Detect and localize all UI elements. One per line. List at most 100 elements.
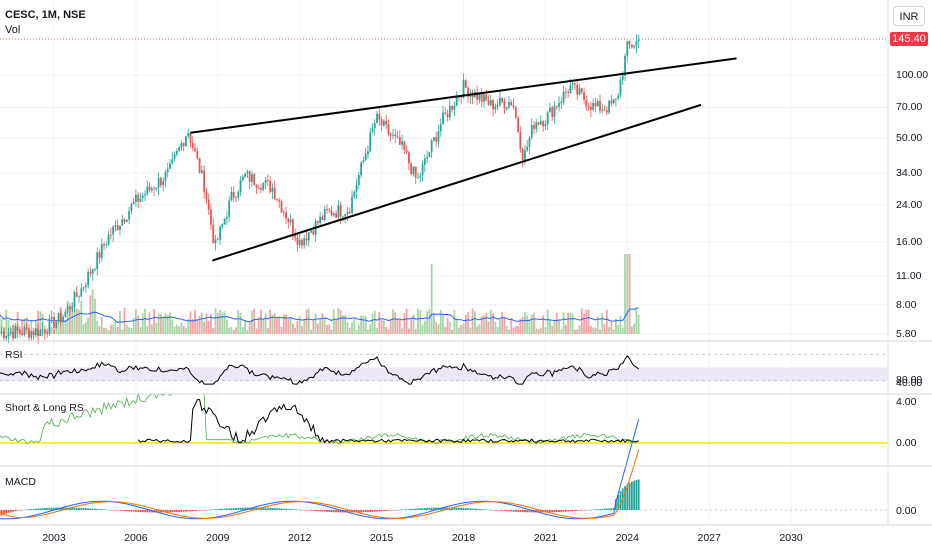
macd-histogram-bar	[478, 508, 481, 510]
volume-bar	[91, 289, 94, 334]
price-tick: 11.00	[896, 269, 922, 282]
macd-histogram-bar	[89, 508, 92, 510]
macd-histogram-bar	[212, 509, 215, 510]
macd-histogram-bar	[301, 509, 303, 511]
volume-bar	[182, 326, 185, 334]
volume-bar	[310, 329, 312, 334]
volume-bar	[512, 327, 515, 334]
macd-pane	[0, 419, 888, 520]
candle-body	[403, 141, 406, 150]
volume-bar	[342, 315, 344, 334]
volume-bar	[285, 314, 287, 334]
macd-histogram-bar	[182, 510, 185, 512]
candle-body	[64, 311, 67, 317]
rs-label[interactable]: Short & Long RS	[5, 402, 84, 414]
candle-body	[0, 331, 3, 333]
volume-bar	[255, 328, 258, 334]
candle-body	[246, 171, 249, 174]
rs-short-line	[0, 392, 639, 445]
volume-bar	[189, 311, 192, 334]
macd-histogram-bar	[130, 510, 133, 512]
macd-label[interactable]: MACD	[5, 476, 36, 488]
macd-histogram-bar	[396, 509, 399, 511]
macd-histogram-bar	[18, 510, 21, 511]
candle-body	[157, 178, 160, 188]
candle-body	[280, 201, 283, 213]
candle-body	[223, 218, 226, 225]
candle-body	[121, 219, 124, 226]
currency-button[interactable]: INR	[893, 6, 925, 26]
candle-body	[278, 199, 281, 202]
candle-body	[483, 94, 485, 102]
volume-bar	[364, 316, 367, 334]
candle-body	[262, 183, 265, 190]
candle-body	[499, 97, 501, 105]
candle-body	[587, 106, 590, 108]
volume-bar	[298, 316, 301, 334]
volume-bar	[351, 322, 353, 334]
candle-body	[155, 187, 158, 190]
candles-layer	[0, 34, 640, 344]
candle-body	[478, 93, 481, 100]
candle-body	[298, 239, 301, 245]
volume-bar	[471, 308, 474, 334]
candle-body	[583, 92, 585, 100]
volume-bar	[280, 326, 283, 334]
rsi-band	[0, 367, 888, 381]
trendlines-layer[interactable]	[190, 57, 737, 262]
candle-body	[18, 330, 21, 333]
candle-body	[37, 328, 39, 337]
macd-histogram-bar	[48, 507, 51, 510]
candle-body	[48, 318, 51, 334]
candle-body	[599, 100, 601, 111]
macd-histogram-bar	[289, 509, 292, 510]
macd-histogram-bar	[558, 510, 560, 513]
macd-histogram-bar	[41, 508, 44, 510]
candle-body	[235, 197, 237, 199]
volume-bar	[371, 313, 374, 334]
candle-body	[489, 100, 492, 105]
symbol-title[interactable]: CESC, 1M, NSE	[5, 9, 86, 21]
volume-bar	[262, 318, 265, 334]
volume-bar	[637, 314, 640, 334]
macd-histogram-bar	[476, 508, 479, 510]
candle-body	[317, 221, 319, 224]
volume-bar	[549, 319, 551, 334]
macd-histogram-bar	[59, 507, 62, 510]
macd-histogram-bar	[521, 510, 524, 513]
macd-histogram-bar	[221, 508, 224, 510]
volume-bar	[462, 323, 465, 334]
candle-body	[510, 102, 513, 106]
macd-histogram-bar	[624, 486, 626, 510]
macd-histogram-bar	[266, 507, 269, 510]
candle-body	[53, 317, 55, 328]
volume-bar	[376, 327, 378, 334]
volume-bar	[473, 311, 476, 334]
candle-body	[574, 83, 576, 85]
candle-body	[144, 194, 146, 196]
macd-histogram-bar	[517, 510, 519, 512]
macd-histogram-bar	[382, 510, 385, 512]
candle-body	[537, 122, 540, 125]
macd-histogram-bar	[312, 510, 315, 511]
candle-body	[28, 329, 30, 338]
volume-bar	[305, 309, 308, 334]
macd-histogram-bar	[16, 510, 19, 511]
volume-bar	[571, 313, 574, 334]
macd-histogram-bar	[444, 507, 447, 510]
candle-body	[146, 186, 149, 195]
volume-bar	[569, 312, 572, 334]
macd-histogram-bar	[551, 510, 554, 513]
macd-histogram-bar	[394, 510, 397, 511]
volume-bar	[455, 319, 458, 334]
macd-histogram-bar	[146, 510, 149, 513]
rsi-label[interactable]: RSI	[5, 349, 23, 361]
volume-bar	[119, 310, 121, 334]
macd-histogram-bar	[128, 510, 130, 512]
macd-histogram-bar	[94, 508, 96, 510]
volume-bar	[157, 313, 160, 334]
candle-body	[109, 234, 112, 236]
candle-body	[371, 128, 374, 133]
candle-body	[178, 147, 181, 151]
